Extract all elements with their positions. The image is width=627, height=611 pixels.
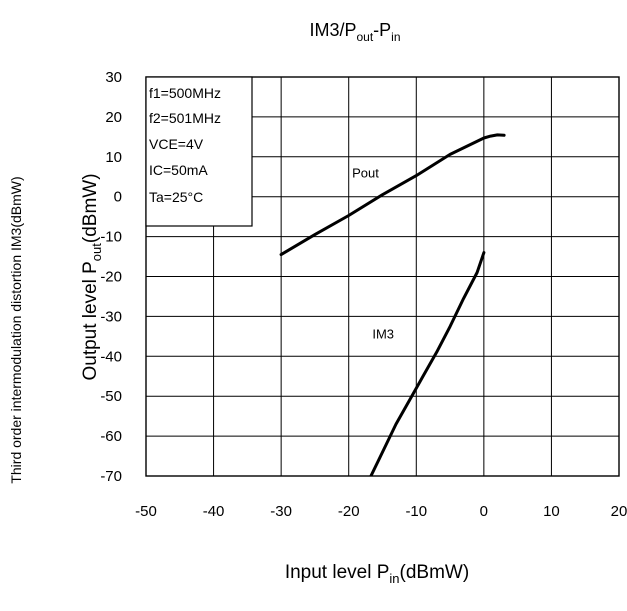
series-label-im3: IM3 [372, 326, 394, 341]
y-tick-label: 20 [105, 109, 122, 126]
x-tick-label: 10 [543, 503, 560, 520]
series-labels: Pout IM3 [352, 166, 394, 342]
series-line-pout [279, 133, 506, 257]
x-tick-label: -30 [270, 503, 292, 520]
y-tick-label: 0 [114, 189, 122, 206]
y-tick-label: -70 [100, 468, 122, 485]
y-tick-label: -40 [100, 348, 122, 365]
y-tick-label: -20 [100, 269, 122, 286]
x-axis-label: Input level Pin(dBmW) [285, 562, 469, 586]
x-tick-label: -10 [405, 503, 427, 520]
chart-title: IM3/Pout-Pin [309, 20, 400, 44]
x-tick-label: -20 [338, 503, 360, 520]
conditions-box: f1=500MHz f2=501MHz VCE=4V IC=50mA Ta=25… [145, 76, 253, 227]
series-line-im3 [369, 251, 486, 476]
series-lines [279, 133, 506, 476]
y-tick-label: -50 [100, 388, 122, 405]
conditions-box-frame [145, 76, 253, 227]
y-axis-label: Output level Pout(dBmW) [80, 173, 104, 380]
y-tick-label: -10 [100, 229, 122, 246]
series-label-pout: Pout [352, 166, 379, 181]
x-tick-label: -50 [135, 503, 157, 520]
x-tick-label: 20 [611, 503, 627, 520]
x-tick-label: -40 [203, 503, 225, 520]
plot-frame [145, 76, 620, 477]
condition-ic: IC=50mA [149, 162, 208, 178]
condition-vce: VCE=4V [149, 136, 204, 152]
y-tick-label: 30 [105, 69, 122, 86]
y-axis-label-secondary: Third order intermodulation distortion I… [8, 176, 24, 483]
condition-f1: f1=500MHz [149, 85, 221, 101]
y-tick-label: 10 [105, 149, 122, 166]
x-tick-label: 0 [480, 503, 488, 520]
condition-f2: f2=501MHz [149, 110, 221, 126]
tick-labels: -50 -40 -30 -20 -10 0 10 20 30 20 10 0 -10 -20 -30 -40 -… [100, 69, 627, 520]
condition-ta: Ta=25°C [149, 189, 203, 205]
y-tick-label: -60 [100, 428, 122, 445]
y-tick-label: -30 [100, 308, 122, 325]
